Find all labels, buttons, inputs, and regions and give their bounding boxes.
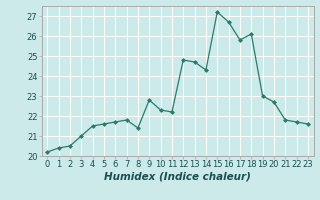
X-axis label: Humidex (Indice chaleur): Humidex (Indice chaleur) <box>104 172 251 182</box>
